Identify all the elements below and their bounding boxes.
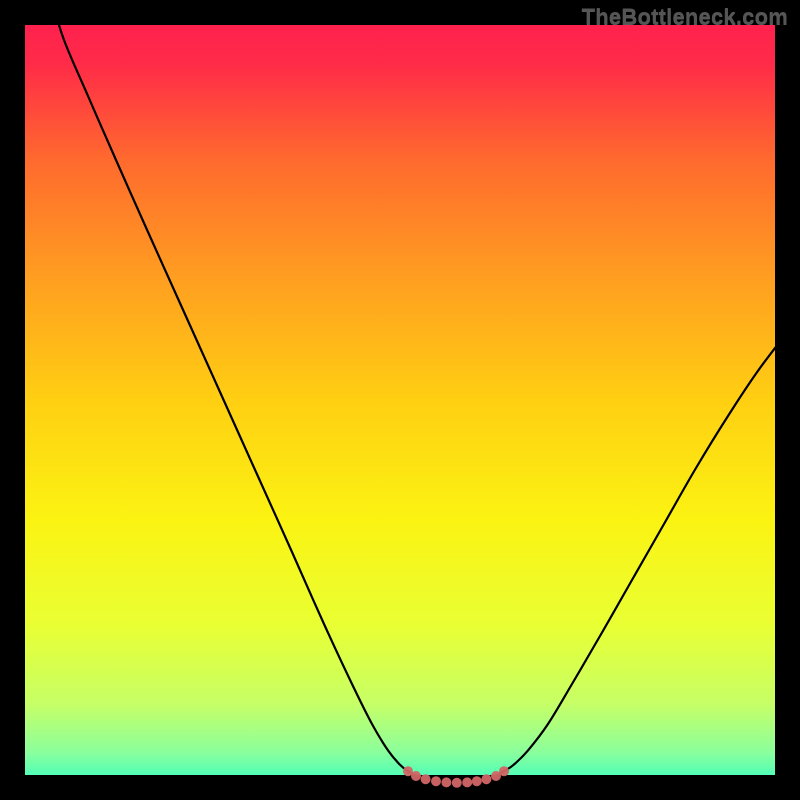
- brand-watermark: TheBottleneck.com: [582, 4, 788, 30]
- bottleneck-chart: [0, 0, 800, 800]
- valley-marker: [472, 776, 482, 786]
- valley-marker: [499, 766, 509, 776]
- valley-marker: [411, 771, 421, 781]
- gradient-background: [0, 0, 800, 800]
- valley-marker: [462, 777, 472, 787]
- valley-marker: [421, 774, 431, 784]
- valley-marker: [431, 776, 441, 786]
- valley-marker: [441, 777, 451, 787]
- valley-marker: [481, 774, 491, 784]
- valley-marker: [452, 778, 462, 788]
- chart-container: TheBottleneck.com: [0, 0, 800, 800]
